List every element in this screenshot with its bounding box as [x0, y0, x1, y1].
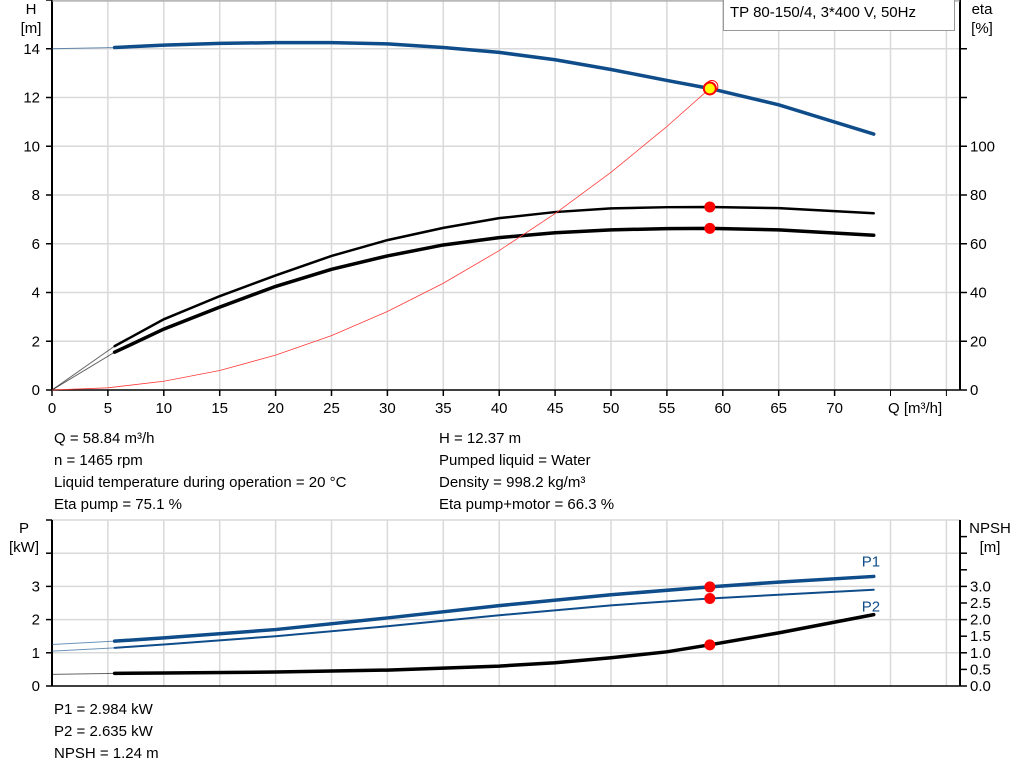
y-axis-label-left: H — [26, 1, 37, 18]
info-eta-pump: Eta pump = 75.1 % — [54, 496, 182, 513]
x-tick-label: 15 — [211, 400, 228, 417]
y-tick-label-left: 8 — [32, 187, 40, 204]
y-tick-label-right: 100 — [970, 138, 995, 155]
x-tick-label: 30 — [379, 400, 396, 417]
y-axis-label-left: [m] — [21, 20, 42, 37]
y-tick-label-right: 0.5 — [970, 661, 991, 678]
y-tick-label-right: 2.5 — [970, 595, 991, 612]
y-tick-label-right: 3.0 — [970, 578, 991, 595]
x-tick-label: 40 — [491, 400, 508, 417]
duty-point-p1-marker — [704, 581, 716, 593]
y-axis-label-left: P — [19, 520, 29, 537]
series-eta-pump-motor — [112, 226, 876, 354]
y-axis-label-right: [%] — [971, 20, 993, 37]
series-P1 — [112, 574, 876, 643]
y-tick-label-left: 0 — [32, 382, 40, 399]
info-liquid: Pumped liquid = Water — [439, 452, 591, 469]
x-tick-label: 65 — [770, 400, 787, 417]
info-right: H = 12.37 m Pumped liquid = Water Densit… — [439, 428, 614, 516]
series-P1-extension — [51, 640, 115, 645]
info-head: H = 12.37 m — [439, 430, 522, 447]
info-density: Density = 998.2 kg/m³ — [439, 474, 586, 491]
info-p2: P2 = 2.635 kW — [54, 723, 153, 740]
y-tick-label-left: 0 — [32, 678, 40, 695]
y-tick-label-left: 3 — [32, 578, 40, 595]
series-eta-pump-extension — [51, 345, 115, 391]
y-tick-label-left: 6 — [32, 236, 40, 253]
legend-box: TP 80-150/4, 3*400 V, 50Hz — [723, 0, 955, 31]
y-tick-label-left: 2 — [32, 612, 40, 629]
y-tick-label-right: 0 — [970, 382, 978, 399]
x-tick-label: 25 — [323, 400, 340, 417]
series-eta-pump — [113, 205, 875, 348]
x-tick-label: 35 — [435, 400, 452, 417]
series-NPSH-extension — [51, 672, 115, 675]
series-eta-pump-motor-extension — [51, 351, 115, 391]
x-tick-label: 50 — [603, 400, 620, 417]
x-tick-label: 5 — [104, 400, 112, 417]
x-tick-label: 70 — [826, 400, 843, 417]
duty-point-eta-pump-marker — [704, 201, 716, 213]
series-head-extension — [51, 47, 115, 50]
series-label-P2: P2 — [862, 599, 880, 616]
info-bottom: P1 = 2.984 kW P2 = 2.635 kW NPSH = 1.24 … — [54, 699, 159, 765]
info-speed: n = 1465 rpm — [54, 452, 143, 469]
x-axis-label: Q [m³/h] — [888, 400, 942, 417]
info-left: Q = 58.84 m³/h n = 1465 rpm Liquid tempe… — [54, 428, 346, 516]
x-tick-label: 55 — [659, 400, 676, 417]
y-tick-label-left: 2 — [32, 333, 40, 350]
x-tick-label: 45 — [547, 400, 564, 417]
y-tick-label-right: 0.0 — [970, 678, 991, 695]
y-tick-label-right: 1.0 — [970, 645, 991, 662]
x-tick-label: 10 — [155, 400, 172, 417]
y-tick-label-right: 60 — [970, 236, 987, 253]
info-npsh: NPSH = 1.24 m — [54, 745, 159, 762]
y-axis-label-right: NPSH — [969, 520, 1011, 537]
series-system-curve — [51, 88, 711, 391]
duty-point-eta-pump-motor-marker — [704, 222, 716, 234]
series-P2 — [113, 588, 875, 649]
y-tick-label-left: 4 — [32, 285, 40, 302]
y-tick-label-right: 80 — [970, 187, 987, 204]
y-tick-label-left: 1 — [32, 645, 40, 662]
x-tick-label: 0 — [48, 400, 56, 417]
duty-point-p2-marker — [704, 593, 716, 605]
y-axis-label-left: [kW] — [9, 539, 39, 556]
info-p1: P1 = 2.984 kW — [54, 701, 153, 718]
y-tick-label-right: 40 — [970, 285, 987, 302]
series-P2-extension — [51, 647, 115, 652]
info-eta-pump-motor: Eta pump+motor = 66.3 % — [439, 496, 615, 513]
y-tick-label-right: 20 — [970, 333, 987, 350]
y-tick-label-left: 10 — [23, 138, 40, 155]
y-axis-label-right: [m] — [980, 539, 1001, 556]
y-axis-label-right: eta — [972, 1, 994, 18]
y-tick-label-right: 1.5 — [970, 628, 991, 645]
series-NPSH — [112, 612, 876, 676]
duty-point-head-marker — [702, 81, 717, 96]
legend-title: TP 80-150/4, 3*400 V, 50Hz — [730, 4, 916, 21]
x-tick-label: 20 — [267, 400, 284, 417]
y-tick-label-left: 12 — [23, 90, 40, 107]
duty-point-npsh-marker — [704, 639, 716, 651]
y-tick-label-right: 2.0 — [970, 612, 991, 629]
series-label-P1: P1 — [862, 553, 880, 570]
info-flow: Q = 58.84 m³/h — [54, 430, 155, 447]
y-tick-label-left: 14 — [23, 41, 40, 58]
info-temperature: Liquid temperature during operation = 20… — [54, 474, 347, 491]
series-head — [112, 40, 876, 136]
x-tick-label: 60 — [714, 400, 731, 417]
